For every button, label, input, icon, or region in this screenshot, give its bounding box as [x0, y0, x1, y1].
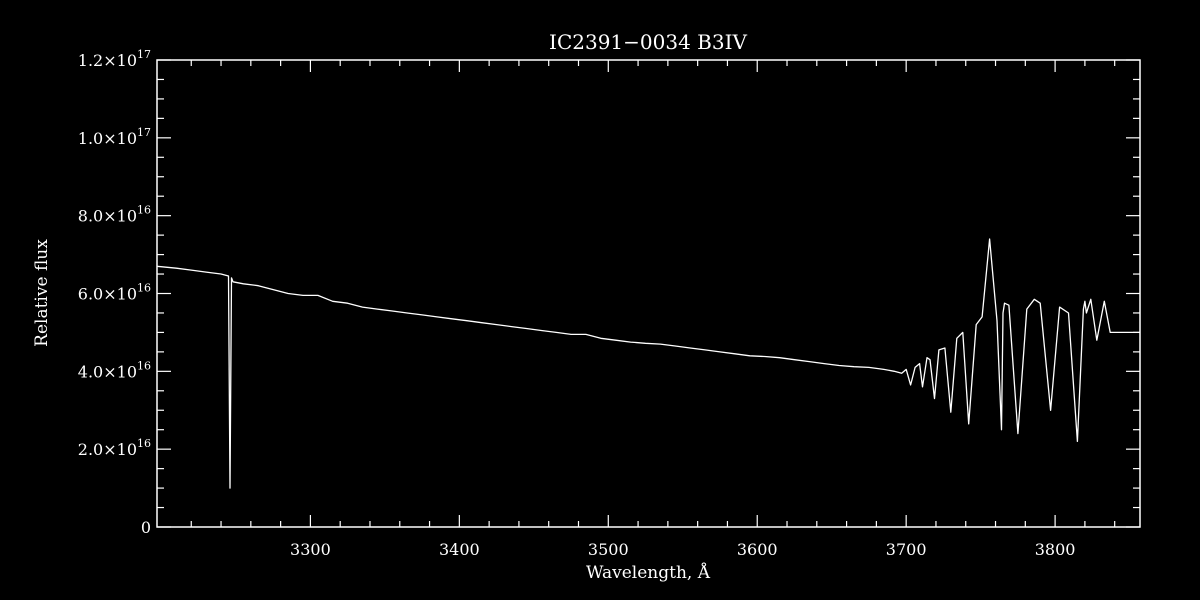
x-tick-label: 3600 [737, 540, 778, 559]
spectrum-line [156, 238, 1140, 489]
series-layer [156, 238, 1140, 489]
y-axis-label: Relative flux [32, 239, 52, 347]
x-tick-label: 3500 [588, 540, 629, 559]
x-tick-label: 3700 [886, 540, 927, 559]
plot-frame [156, 59, 1141, 528]
y-tick-label: 1.2×1017 [78, 48, 151, 70]
axis-ticks [157, 59, 1140, 528]
y-tick-label: 8.0×1016 [78, 204, 151, 226]
y-tick-label: 0 [141, 518, 151, 537]
x-tick-label: 3800 [1035, 540, 1076, 559]
y-tick-label: 4.0×1016 [78, 359, 151, 381]
x-tick-label: 3400 [439, 540, 480, 559]
y-tick-label: 1.0×1017 [78, 126, 151, 148]
y-tick-label: 2.0×1016 [78, 437, 151, 459]
x-tick-label: 3300 [290, 540, 331, 559]
x-axis-label: Wavelength, Å [586, 562, 711, 583]
chart-title: IC2391−0034 B3IV [549, 30, 747, 54]
y-tick-label: 6.0×1016 [78, 282, 151, 304]
tick-labels: 3300 3400 3500 3600 3700 3800 0 2.0×1016 4.0×101… [78, 48, 1076, 559]
